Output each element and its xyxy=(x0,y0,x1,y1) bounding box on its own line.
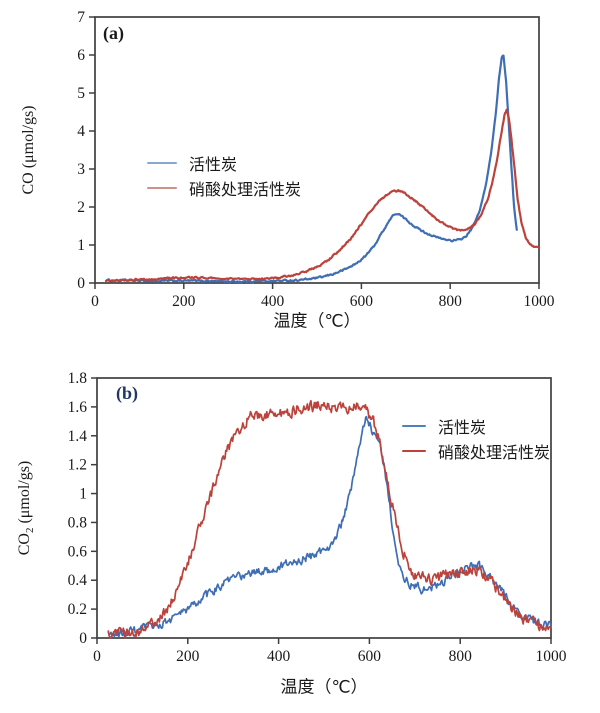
y-tick-label: 1 xyxy=(77,237,85,254)
y-tick-label: 0.8 xyxy=(68,514,88,531)
x-tick-label: 200 xyxy=(172,293,196,310)
x-tick-label: 0 xyxy=(91,293,99,310)
co-legend-label-hno3-carbon: 硝酸处理活性炭 xyxy=(189,182,302,199)
y-tick-label: 7 xyxy=(77,9,85,26)
y-tick-label: 1 xyxy=(79,486,87,503)
co2-y-axis-title-sub: 2 xyxy=(24,527,37,534)
x-tick-label: 800 xyxy=(449,648,473,665)
co2-legend: 活性炭 硝酸处理活性炭 xyxy=(402,417,551,462)
x-tick-label: 800 xyxy=(439,293,463,310)
x-tick-label: 400 xyxy=(267,648,291,665)
co2-series-hno3-treated-carbon xyxy=(107,399,552,639)
y-tick-label: 2 xyxy=(77,199,85,216)
co2-x-axis-title: 温度（℃） xyxy=(280,677,368,697)
panel-a-label: (a) xyxy=(103,23,124,43)
co2-legend-label-hno3-carbon: 硝酸处理活性炭 xyxy=(438,445,551,462)
co-legend-line-hno3-carbon xyxy=(147,186,177,190)
co2-legend-line-hno3-carbon xyxy=(402,449,426,453)
x-tick-label: 600 xyxy=(358,648,382,665)
co-series-hno3-treated-carbon xyxy=(105,108,541,283)
y-tick-label: 0.4 xyxy=(68,572,88,589)
co2-y-axis-title-unit: (μmol/gs) xyxy=(15,460,33,528)
co-legend-item-hno3-carbon: 硝酸处理活性炭 xyxy=(147,179,302,199)
co-x-axis-title: 温度（℃） xyxy=(273,311,361,331)
co-series-activated-carbon xyxy=(105,54,518,284)
x-tick-label: 1000 xyxy=(536,648,567,665)
co2-legend-line-activated-carbon xyxy=(402,424,426,428)
x-tick-label: 1000 xyxy=(524,293,555,310)
y-tick-label: 1.4 xyxy=(68,428,88,445)
x-tick-label: 400 xyxy=(261,293,285,310)
co2-y-axis-title: CO2 (μmol/gs) xyxy=(16,461,36,556)
y-tick-label: 0 xyxy=(79,630,87,647)
plot-frame xyxy=(94,16,540,284)
y-tick-label: 4 xyxy=(77,123,85,140)
co2-legend-item-activated-carbon: 活性炭 xyxy=(402,417,550,437)
y-tick-label: 0 xyxy=(77,275,85,292)
co2-y-axis-title-main: CO xyxy=(15,533,33,556)
y-tick-label: 1.8 xyxy=(68,370,88,387)
y-tick-label: 1.2 xyxy=(68,457,87,474)
x-tick-label: 600 xyxy=(350,293,374,310)
y-tick-label: 5 xyxy=(77,85,85,102)
y-tick-label: 3 xyxy=(77,161,85,178)
y-tick-label: 0.6 xyxy=(68,543,88,560)
plot-frame xyxy=(96,377,552,639)
y-tick-label: 1.6 xyxy=(68,399,88,416)
co2-series-activated-carbon xyxy=(107,415,552,638)
co-y-axis-title: CO (μmol/gs) xyxy=(20,105,40,194)
y-tick-label: 0.2 xyxy=(68,601,87,618)
co2-legend-item-hno3-carbon: 硝酸处理活性炭 xyxy=(402,442,551,462)
co-legend: 活性炭 硝酸处理活性炭 xyxy=(147,154,302,199)
co-legend-item-activated-carbon: 活性炭 xyxy=(147,154,301,174)
co2-legend-label-activated-carbon: 活性炭 xyxy=(438,420,487,437)
panel-b-label: (b) xyxy=(116,383,138,403)
co-y-axis-title-unit: (μmol/gs) xyxy=(19,105,37,173)
co-y-axis-title-main: CO xyxy=(19,172,37,195)
x-tick-label: 200 xyxy=(176,648,200,665)
co-legend-label-activated-carbon: 活性炭 xyxy=(189,157,238,174)
y-tick-label: 6 xyxy=(77,47,85,64)
co-legend-line-activated-carbon xyxy=(147,161,177,165)
x-tick-label: 0 xyxy=(93,648,101,665)
